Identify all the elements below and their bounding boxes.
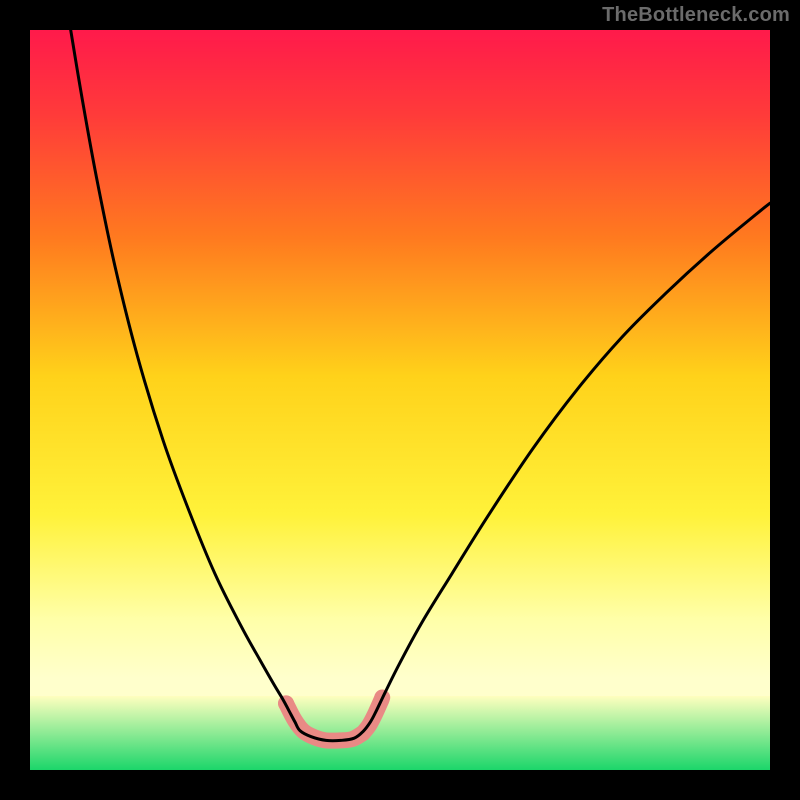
gradient-background (30, 30, 770, 723)
watermark-text: TheBottleneck.com (602, 4, 790, 27)
green-optimal-band (30, 696, 770, 770)
plot-area (30, 30, 770, 770)
chart-frame: TheBottleneck.com (0, 0, 800, 800)
bottleneck-curve-chart (0, 0, 800, 800)
